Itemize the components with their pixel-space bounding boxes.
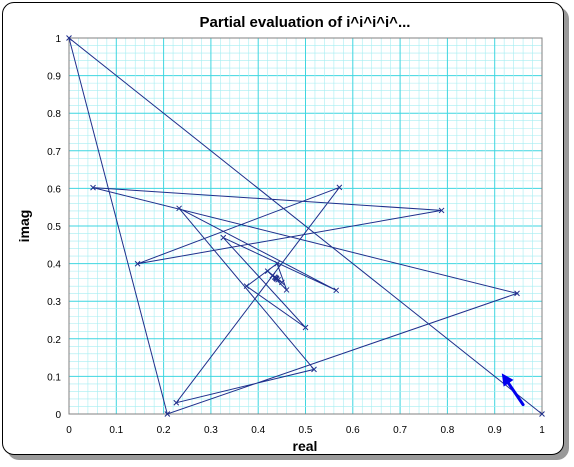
- x-tick-label: 0.4: [251, 425, 265, 436]
- data-point-marker: [220, 234, 227, 241]
- data-point-marker: [514, 290, 520, 297]
- x-tick-label: 0.6: [346, 425, 360, 436]
- plot-area-border: [68, 37, 543, 415]
- x-tick-label: 0.8: [440, 425, 454, 436]
- chart-frame: [2, 2, 564, 455]
- data-point-marker: [333, 287, 340, 294]
- data-point-marker: [134, 260, 141, 267]
- data-series: [66, 35, 545, 417]
- y-axis-label: imag: [16, 210, 32, 243]
- data-point-marker: [274, 260, 280, 267]
- data-point-marker: [173, 399, 180, 406]
- data-point-marker: [273, 275, 280, 282]
- y-tick-label: 0: [55, 410, 61, 421]
- chart-title: Partial evaluation of i^i^i^i^...: [200, 14, 411, 31]
- arrow-annotation: [501, 373, 525, 407]
- x-tick-label: 1: [539, 425, 545, 436]
- x-tick-label: 0.1: [109, 425, 123, 436]
- data-point-marker: [164, 411, 171, 417]
- data-point-marker: [302, 324, 309, 331]
- data-point-marker: [438, 207, 445, 214]
- x-axis-label: real: [293, 438, 318, 454]
- y-tick-label: 0.1: [47, 372, 61, 383]
- data-point-marker: [336, 184, 343, 191]
- y-tick-label: 0.7: [47, 147, 61, 158]
- data-point-marker: [311, 366, 317, 373]
- y-tick-label: 0.8: [47, 109, 61, 120]
- data-point-marker: [539, 411, 545, 417]
- x-tick-label: 0.5: [299, 425, 313, 436]
- y-tick-label: 0.9: [47, 72, 61, 83]
- x-tick-label: 0.2: [157, 425, 171, 436]
- data-point-marker: [66, 35, 72, 41]
- x-tick-label: 0.3: [204, 425, 218, 436]
- data-point-marker: [90, 184, 96, 191]
- x-tick-label: 0: [66, 425, 72, 436]
- arrow-shaft: [507, 381, 525, 407]
- y-tick-label: 0.2: [47, 335, 61, 346]
- y-tick-label: 0.3: [47, 297, 61, 308]
- y-tick-labels: 0 0.1 0.2 0.3 0.4 0.5 0.6 0.7 0.8 0.9 1: [47, 34, 61, 421]
- y-tick-label: 0.6: [47, 184, 61, 195]
- x-tick-label: 0.9: [488, 425, 502, 436]
- y-tick-label: 0.5: [47, 222, 61, 233]
- y-tick-label: 1: [55, 34, 61, 45]
- data-point-marker: [264, 268, 271, 274]
- y-tick-label: 0.4: [47, 260, 61, 271]
- arrow-head: [501, 373, 514, 387]
- data-point-marker: [176, 205, 182, 212]
- data-point-marker: [283, 287, 290, 293]
- data-point-marker: [278, 279, 285, 286]
- data-point-marker: [243, 283, 250, 290]
- x-tick-labels: 0 0.1 0.2 0.3 0.4 0.5 0.6 0.7 0.8 0.9 1: [66, 425, 545, 436]
- x-tick-label: 0.7: [393, 425, 407, 436]
